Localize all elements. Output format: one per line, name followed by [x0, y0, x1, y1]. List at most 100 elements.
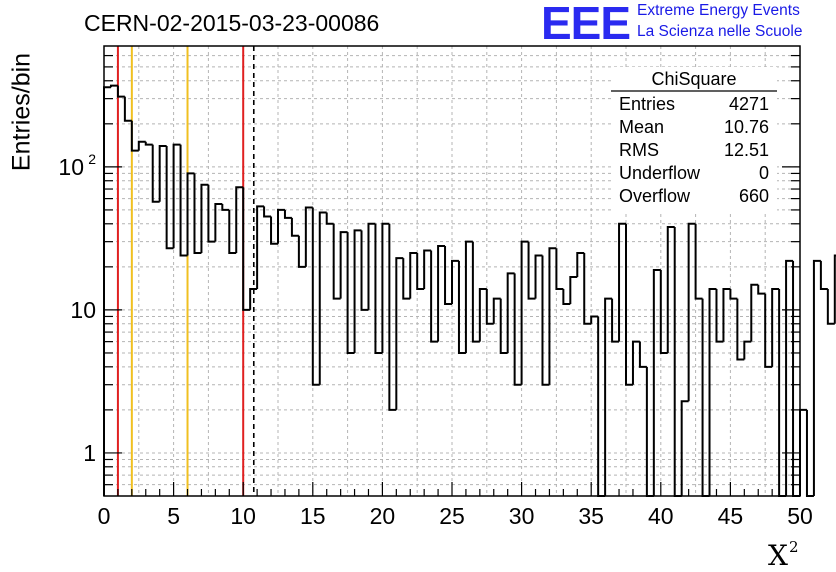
stats-title: ChiSquare: [651, 69, 736, 89]
histogram-bin: [360, 230, 369, 311]
histogram-bin: [833, 254, 836, 324]
histogram-bin: [290, 217, 299, 237]
histogram-bin: [430, 250, 439, 343]
histogram-bin: [367, 222, 376, 310]
histogram-bin: [715, 289, 724, 343]
stats-label: Mean: [619, 117, 664, 137]
y-tick-label: 1: [83, 440, 96, 466]
histogram-bin: [485, 289, 494, 325]
eee-logo: EEE: [541, 0, 631, 49]
stats-value: 4271: [729, 94, 769, 114]
histogram-bin: [778, 289, 787, 497]
logo-caption-line1: Extreme Energy Events: [637, 2, 800, 19]
histogram-bin: [708, 288, 717, 496]
histogram-bin: [576, 251, 585, 277]
histogram-bin: [471, 241, 480, 343]
histogram-bin: [297, 235, 306, 268]
histogram-bin: [172, 143, 181, 249]
histogram-bin: [130, 120, 139, 152]
histogram-bin: [346, 232, 355, 354]
histogram-bin: [819, 260, 828, 291]
x-tick-label: 15: [300, 503, 326, 529]
x-tick-label: 40: [648, 503, 674, 529]
histogram-bin: [151, 144, 160, 203]
histogram-bin: [277, 208, 285, 244]
x-tick-label: 5: [167, 503, 180, 529]
histogram-bin: [381, 222, 390, 353]
histogram-bin: [548, 247, 557, 385]
histogram-bin: [757, 284, 766, 295]
histogram-bin: [451, 259, 459, 304]
histogram-bin: [492, 297, 501, 324]
x-tick-label: 45: [718, 503, 744, 529]
histogram-bin: [311, 207, 320, 386]
histogram-bin: [270, 216, 278, 245]
histogram-bin: [374, 223, 383, 354]
histogram-bin: [645, 366, 654, 497]
y-tick-label: 10: [70, 297, 96, 323]
histogram-bin: [534, 254, 543, 299]
histogram-bin: [569, 275, 578, 304]
histogram-bin: [785, 259, 794, 496]
histogram-bin: [235, 186, 244, 253]
stats-value: 0: [759, 163, 769, 183]
histogram-bin: [805, 409, 814, 497]
histogram-bin: [437, 244, 446, 342]
histogram-bin: [137, 140, 146, 151]
histogram-bin: [750, 283, 759, 342]
x-axis-label: X2: [768, 538, 798, 572]
histogram-bin: [764, 293, 773, 368]
histogram-bin: [687, 222, 696, 402]
histogram-bin: [179, 144, 188, 257]
stats-label: Entries: [619, 94, 675, 114]
histogram-bin: [263, 206, 272, 218]
stats-value: 10.76: [724, 117, 769, 137]
histogram-bin: [611, 298, 620, 343]
logo-caption-line2: La Scienza nelle Scuole: [637, 23, 803, 40]
histogram-bin: [812, 259, 821, 496]
histogram-bin: [527, 241, 536, 300]
histogram-bin: [520, 240, 529, 385]
histogram-bin: [304, 206, 313, 267]
histogram-bin: [283, 209, 292, 219]
x-tick-label: 0: [98, 503, 111, 529]
histogram-bin: [165, 145, 174, 250]
histogram-bin: [562, 289, 571, 305]
x-tick-label: 25: [439, 503, 465, 529]
histogram-bin: [186, 172, 195, 256]
histogram-bin: [694, 223, 703, 300]
histogram-bin: [736, 298, 745, 361]
x-tick-label: 35: [578, 503, 604, 529]
x-tick-label: 10: [230, 503, 256, 529]
histogram-bin: [799, 408, 807, 496]
histogram-bin: [680, 400, 689, 496]
histogram-bin: [402, 258, 411, 300]
histogram-bin: [457, 260, 466, 354]
x-tick-label: 20: [370, 503, 396, 529]
stats-label: RMS: [619, 140, 659, 160]
histogram-bin: [193, 173, 202, 254]
y-tick-label-exponent: 2: [88, 151, 96, 167]
histogram-bin: [638, 341, 647, 368]
histogram-bin: [478, 288, 487, 342]
histogram-bin: [583, 252, 592, 325]
histogram-bin: [590, 315, 599, 324]
histogram-bin: [123, 96, 132, 122]
histogram-bin: [416, 252, 425, 291]
histogram-bin: [513, 273, 522, 386]
chart-title: CERN-02-2015-03-23-00086: [84, 10, 380, 36]
histogram-bin: [103, 86, 111, 496]
histogram-bin: [325, 212, 334, 225]
histogram-bin: [444, 245, 452, 305]
stats-value: 660: [739, 186, 769, 206]
x-axis-label-superscript: 2: [788, 538, 799, 556]
histogram-bin: [353, 229, 362, 353]
histogram-bin: [109, 84, 118, 88]
histogram-bin: [555, 248, 564, 291]
histogram-bin: [158, 144, 167, 202]
histogram-bin: [221, 204, 230, 211]
histogram-bin: [499, 298, 508, 354]
histogram-bin: [659, 270, 668, 354]
histogram-bin: [729, 289, 738, 300]
